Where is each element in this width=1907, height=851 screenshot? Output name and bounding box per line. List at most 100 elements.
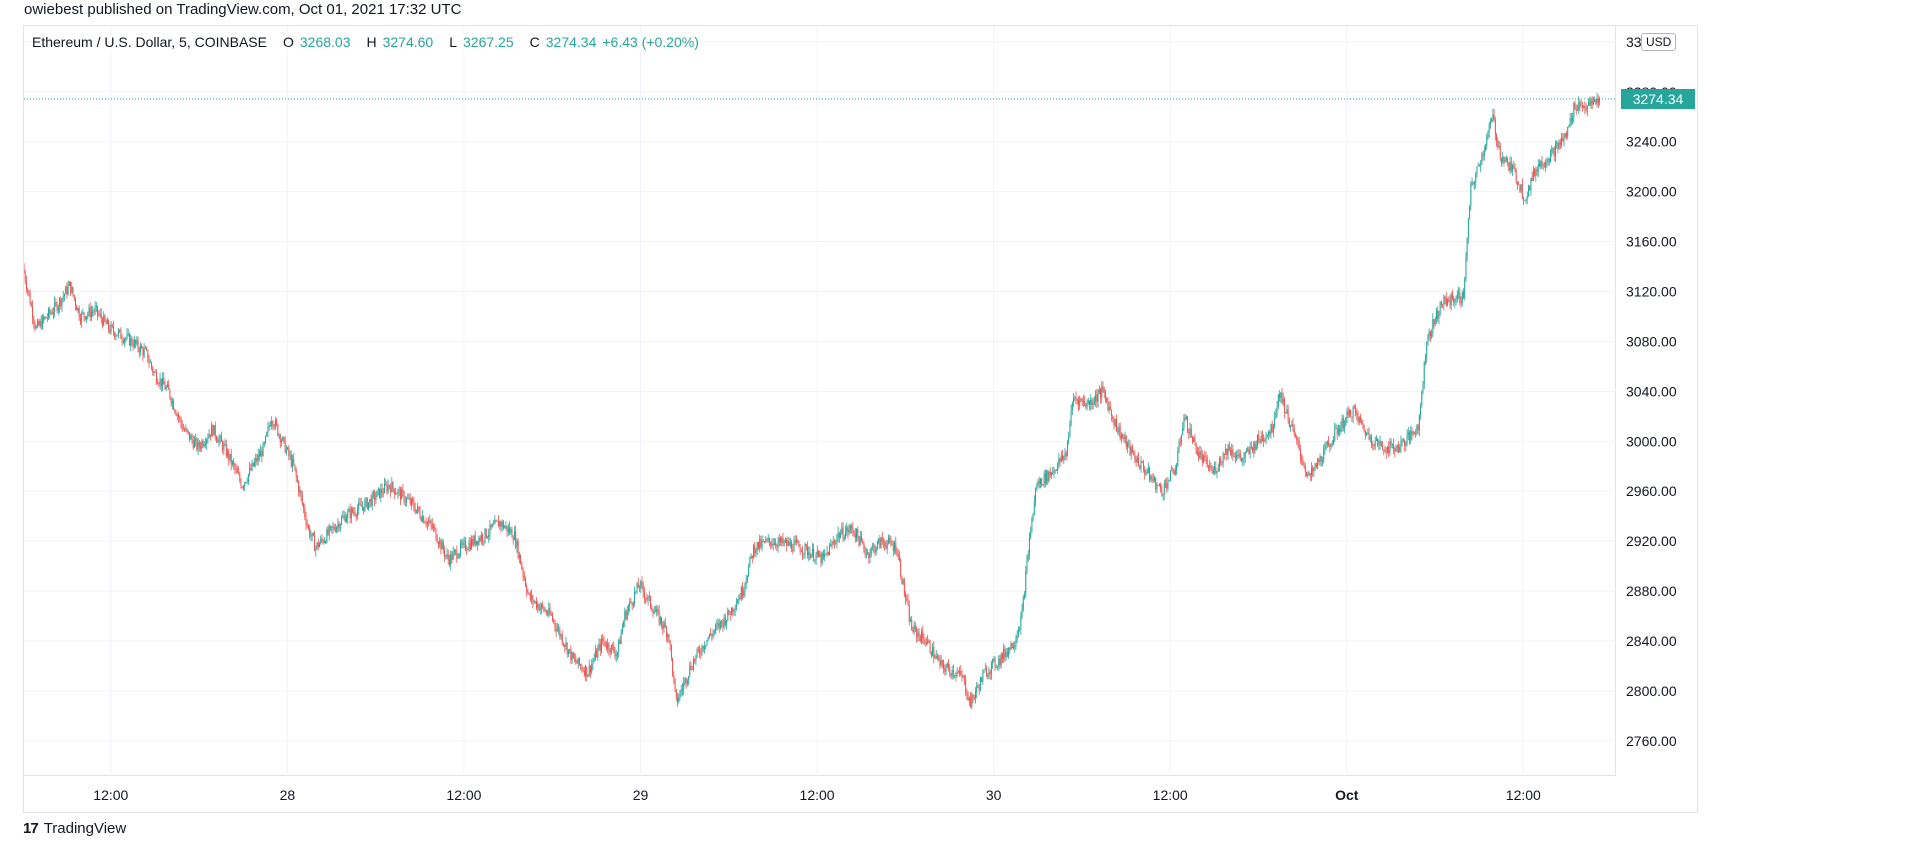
candle-body: [1519, 184, 1521, 191]
candle-body: [231, 461, 233, 465]
candle-body: [849, 525, 851, 530]
candle-body: [1552, 147, 1554, 149]
chart-svg[interactable]: 2760.00 2800.00 2840.00 2880.00 2920.00 2960.…: [24, 26, 1699, 814]
candle-body: [207, 437, 209, 440]
candle-body: [1127, 442, 1129, 448]
candle-body: [419, 511, 421, 518]
candle-body: [667, 634, 669, 638]
candle-body: [1526, 195, 1528, 200]
candle-body: [586, 666, 588, 677]
candle-body: [1306, 471, 1308, 477]
candle-body: [814, 560, 816, 561]
candle-body: [833, 541, 835, 543]
candle-body: [1315, 463, 1317, 467]
candle-body: [230, 453, 232, 465]
candle-body: [1456, 294, 1458, 300]
candle-body: [516, 540, 518, 548]
candle-body: [360, 503, 362, 507]
candle-body: [124, 339, 126, 343]
candle-body: [130, 338, 132, 346]
candle-body: [1009, 647, 1011, 650]
currency-badge[interactable]: USD: [1641, 33, 1677, 51]
candle-body: [1486, 136, 1488, 146]
symbol-title[interactable]: Ethereum / U.S. Dollar, 5, COINBASE: [32, 34, 267, 50]
price-pane[interactable]: [24, 26, 1616, 776]
candle-body: [402, 489, 404, 493]
candle-body: [1579, 102, 1581, 107]
candle-body: [460, 543, 462, 554]
candle-body: [255, 458, 257, 463]
candle-body: [1329, 444, 1331, 447]
candle-body: [685, 678, 687, 684]
candle-body: [624, 611, 626, 622]
candle-body: [537, 604, 539, 609]
chart-container[interactable]: 2760.00 2800.00 2840.00 2880.00 2920.00 2960.…: [23, 25, 1698, 813]
candle-body: [1496, 134, 1498, 142]
candle-body: [306, 524, 308, 526]
candle-body: [1570, 118, 1572, 122]
candle-body: [276, 420, 278, 425]
candle-body: [1296, 435, 1298, 440]
candle-body: [722, 622, 724, 627]
candle-body: [900, 560, 902, 576]
candle-body: [1318, 459, 1320, 462]
y-tick-label: 3080.00: [1626, 333, 1677, 349]
candle-body: [55, 301, 57, 304]
y-tick-label: 3040.00: [1626, 383, 1677, 399]
candle-body: [868, 552, 870, 558]
candle-body: [1031, 517, 1033, 533]
candle-body: [345, 518, 347, 522]
candle-body: [404, 501, 406, 503]
candle-body: [201, 441, 203, 449]
candle-body: [214, 425, 216, 437]
candle-body: [1074, 397, 1076, 399]
close-value: 3274.34: [545, 34, 597, 50]
candle-body: [726, 619, 728, 625]
candle-body: [598, 643, 600, 649]
candle-body: [216, 436, 218, 441]
candle-body: [544, 610, 546, 612]
candle-body: [859, 535, 861, 546]
candle-body: [1270, 424, 1272, 435]
candle-body: [1238, 453, 1240, 456]
candle-body: [669, 641, 671, 645]
candle-body: [177, 414, 179, 418]
candle-body: [57, 307, 59, 312]
candle-body: [444, 550, 446, 557]
candle-body: [994, 658, 996, 668]
candle-body: [702, 645, 704, 650]
candle-body: [847, 527, 849, 533]
tradingview-brand[interactable]: TradingView: [43, 820, 127, 837]
candle-body: [287, 447, 289, 450]
candle-body: [421, 516, 423, 522]
candle-body: [845, 531, 847, 538]
candle-body: [656, 609, 658, 612]
candle-body: [799, 546, 801, 552]
candle-body: [1206, 457, 1208, 468]
candle-body: [502, 522, 504, 529]
candle-body: [1019, 629, 1021, 631]
candle-body: [856, 529, 858, 539]
candle-body: [553, 619, 555, 621]
candle-body: [840, 533, 842, 538]
candle-body: [504, 526, 506, 529]
candle-body: [468, 542, 470, 550]
candle-body: [1041, 478, 1043, 485]
candle-body: [1406, 435, 1408, 443]
candle-body: [974, 692, 976, 699]
candle-body: [1551, 148, 1553, 152]
candle-body: [846, 527, 848, 532]
candle-body: [326, 529, 328, 543]
candle-body: [1024, 594, 1026, 598]
candle-body: [886, 543, 888, 549]
candle-body: [1122, 435, 1124, 438]
candle-body: [526, 586, 528, 593]
candle-body: [1417, 425, 1419, 431]
candle-body: [1271, 424, 1273, 433]
candle-body: [202, 441, 204, 447]
candle-body: [269, 425, 271, 427]
tradingview-logo-icon[interactable]: 17: [23, 820, 39, 837]
candle-body: [1348, 410, 1350, 415]
candle-body: [1341, 418, 1343, 427]
candle-body: [1196, 452, 1198, 454]
